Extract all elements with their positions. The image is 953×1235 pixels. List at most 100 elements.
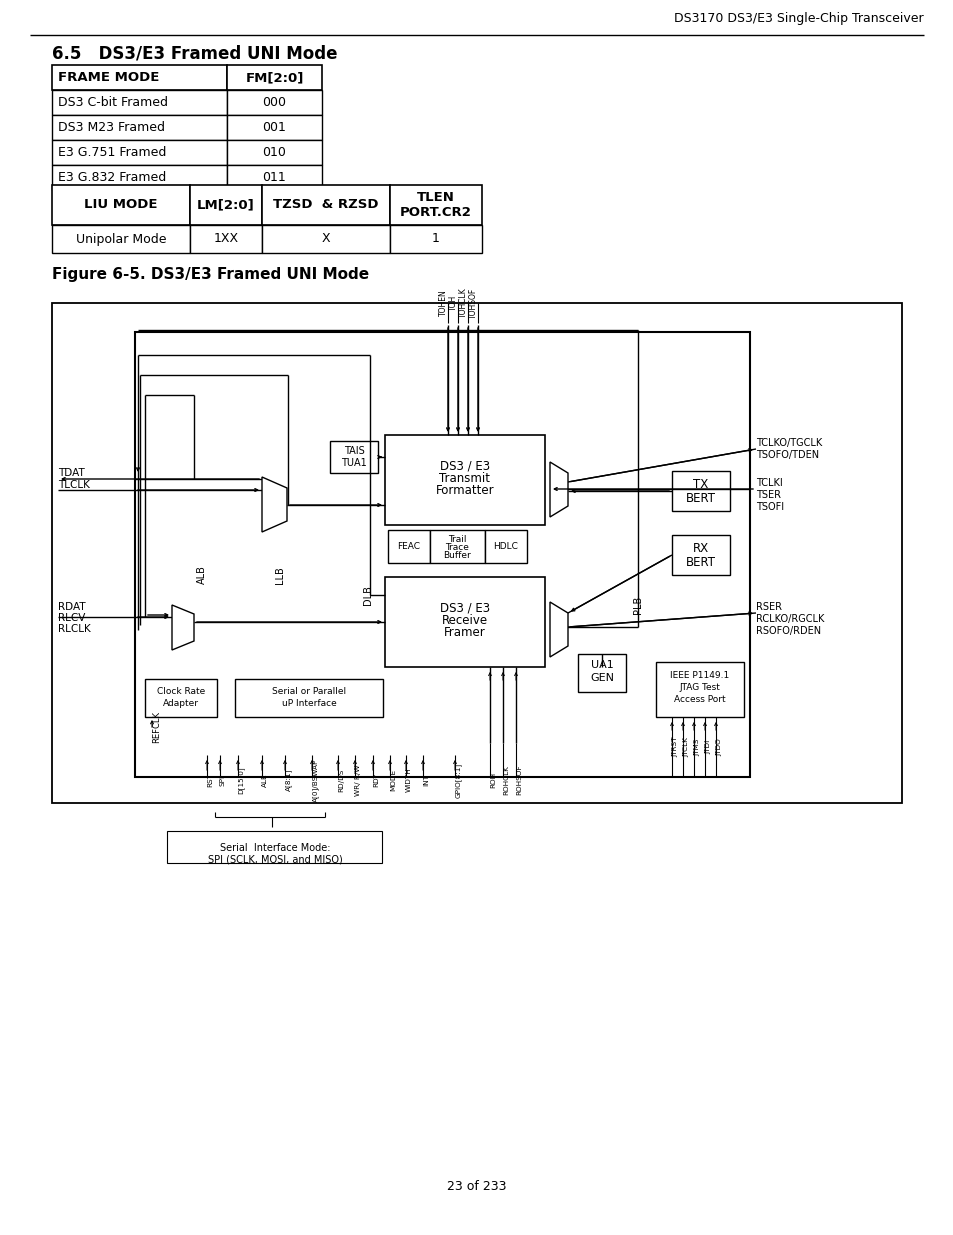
Text: 23 of 233: 23 of 233 bbox=[447, 1179, 506, 1193]
Text: 001: 001 bbox=[262, 121, 286, 135]
Text: RLCLK: RLCLK bbox=[58, 624, 91, 634]
Text: Trace: Trace bbox=[445, 543, 469, 552]
Bar bbox=[227, 165, 322, 190]
Bar bbox=[330, 441, 377, 473]
Bar bbox=[52, 303, 901, 803]
Bar bbox=[227, 115, 322, 140]
Bar bbox=[227, 65, 322, 90]
Text: Unipolar Mode: Unipolar Mode bbox=[75, 232, 166, 246]
Bar bbox=[578, 655, 625, 692]
Bar bbox=[190, 185, 262, 225]
Text: D[15:0]: D[15:0] bbox=[237, 766, 245, 794]
Text: X: X bbox=[321, 232, 330, 246]
Bar bbox=[430, 530, 484, 563]
Text: Receive: Receive bbox=[441, 614, 488, 626]
Text: INT: INT bbox=[422, 774, 429, 785]
Text: BERT: BERT bbox=[685, 556, 716, 568]
Text: GPIO[8:1]: GPIO[8:1] bbox=[455, 762, 461, 798]
Text: TAIS: TAIS bbox=[343, 446, 364, 456]
Text: FRAME MODE: FRAME MODE bbox=[58, 70, 159, 84]
Bar bbox=[167, 831, 381, 863]
Text: DS3 M23 Framed: DS3 M23 Framed bbox=[58, 121, 165, 135]
Bar bbox=[671, 471, 729, 511]
Bar bbox=[656, 662, 743, 718]
Text: RLCV: RLCV bbox=[58, 613, 85, 622]
Text: DS3 C-bit Framed: DS3 C-bit Framed bbox=[58, 96, 168, 109]
Text: 1: 1 bbox=[432, 232, 439, 246]
Bar bbox=[52, 185, 190, 225]
Text: ALE: ALE bbox=[262, 773, 268, 787]
Text: IEEE P1149.1: IEEE P1149.1 bbox=[670, 671, 729, 680]
Bar bbox=[52, 165, 227, 190]
Text: 010: 010 bbox=[262, 146, 286, 159]
Bar bbox=[385, 577, 544, 667]
Text: DS3170 DS3/E3 Single-Chip Transceiver: DS3170 DS3/E3 Single-Chip Transceiver bbox=[674, 12, 923, 25]
Text: Serial  Interface Mode:: Serial Interface Mode: bbox=[219, 844, 330, 853]
Text: Figure 6-5. DS3/E3 Framed UNI Mode: Figure 6-5. DS3/E3 Framed UNI Mode bbox=[52, 267, 369, 282]
Polygon shape bbox=[262, 477, 287, 532]
Text: RDAT: RDAT bbox=[58, 601, 86, 613]
Text: Clock Rate: Clock Rate bbox=[156, 687, 205, 695]
Text: 6.5   DS3/E3 Framed UNI Mode: 6.5 DS3/E3 Framed UNI Mode bbox=[52, 44, 337, 63]
Text: GEN: GEN bbox=[589, 673, 614, 683]
Text: TCLKI: TCLKI bbox=[755, 478, 781, 488]
Text: TX: TX bbox=[693, 478, 708, 490]
Text: TCLKO/TGCLK: TCLKO/TGCLK bbox=[755, 438, 821, 448]
Text: Serial or Parallel: Serial or Parallel bbox=[272, 687, 346, 695]
Text: TLCLK: TLCLK bbox=[58, 480, 90, 490]
Text: RSER: RSER bbox=[755, 601, 781, 613]
Polygon shape bbox=[550, 462, 567, 517]
Bar bbox=[52, 65, 227, 90]
Text: Formatter: Formatter bbox=[436, 483, 494, 496]
Polygon shape bbox=[172, 605, 193, 650]
Bar bbox=[52, 140, 227, 165]
Text: A[8:1]: A[8:1] bbox=[285, 769, 292, 792]
Text: Adapter: Adapter bbox=[163, 699, 199, 708]
Text: A[0]/BSWAP: A[0]/BSWAP bbox=[312, 758, 318, 802]
Text: E3 G.832 Framed: E3 G.832 Framed bbox=[58, 170, 166, 184]
Text: TOHEN: TOHEN bbox=[438, 290, 448, 316]
Bar bbox=[388, 530, 430, 563]
Text: 1XX: 1XX bbox=[213, 232, 238, 246]
Text: uP Interface: uP Interface bbox=[281, 699, 336, 708]
Bar bbox=[135, 332, 749, 777]
Text: BERT: BERT bbox=[685, 492, 716, 505]
Text: TUA1: TUA1 bbox=[341, 458, 367, 468]
Bar bbox=[390, 185, 481, 225]
Text: LM[2:0]: LM[2:0] bbox=[197, 199, 254, 211]
Text: Access Port: Access Port bbox=[674, 695, 725, 704]
Text: RCLKO/RGCLK: RCLKO/RGCLK bbox=[755, 614, 823, 624]
Text: Framer: Framer bbox=[444, 625, 485, 638]
Bar bbox=[190, 225, 262, 253]
Text: RSOFO/RDEN: RSOFO/RDEN bbox=[755, 626, 821, 636]
Text: FEAC: FEAC bbox=[397, 542, 420, 551]
Text: WR/ R/W: WR/ R/W bbox=[355, 764, 360, 795]
Text: RX: RX bbox=[692, 541, 708, 555]
Bar bbox=[227, 90, 322, 115]
Bar bbox=[385, 435, 544, 525]
Text: JTCLK: JTCLK bbox=[682, 737, 688, 757]
Text: TSOFI: TSOFI bbox=[755, 501, 783, 513]
Bar bbox=[262, 185, 390, 225]
Text: ROHSOF: ROHSOF bbox=[516, 764, 521, 795]
Text: Trail: Trail bbox=[448, 535, 466, 543]
Bar bbox=[227, 140, 322, 165]
Text: ROH: ROH bbox=[490, 772, 496, 788]
Text: RD/DS: RD/DS bbox=[337, 768, 344, 792]
Text: LLB: LLB bbox=[274, 566, 285, 584]
Text: MODE: MODE bbox=[390, 769, 395, 792]
Text: TOHSOF: TOHSOF bbox=[469, 288, 477, 319]
Text: ROHCLK: ROHCLK bbox=[502, 764, 509, 795]
Text: JTMS: JTMS bbox=[693, 739, 700, 756]
Polygon shape bbox=[550, 601, 567, 657]
Text: TSOFO/TDEN: TSOFO/TDEN bbox=[755, 450, 819, 459]
Bar bbox=[484, 530, 526, 563]
Text: SPI: SPI bbox=[220, 774, 226, 785]
Text: TOH: TOH bbox=[449, 295, 457, 311]
Text: RDY: RDY bbox=[373, 773, 378, 788]
Text: SPI (SCLK, MOSI, and MISO): SPI (SCLK, MOSI, and MISO) bbox=[208, 855, 342, 864]
Bar bbox=[145, 679, 216, 718]
Bar bbox=[52, 115, 227, 140]
Text: WIDTH: WIDTH bbox=[406, 768, 412, 793]
Text: 011: 011 bbox=[262, 170, 286, 184]
